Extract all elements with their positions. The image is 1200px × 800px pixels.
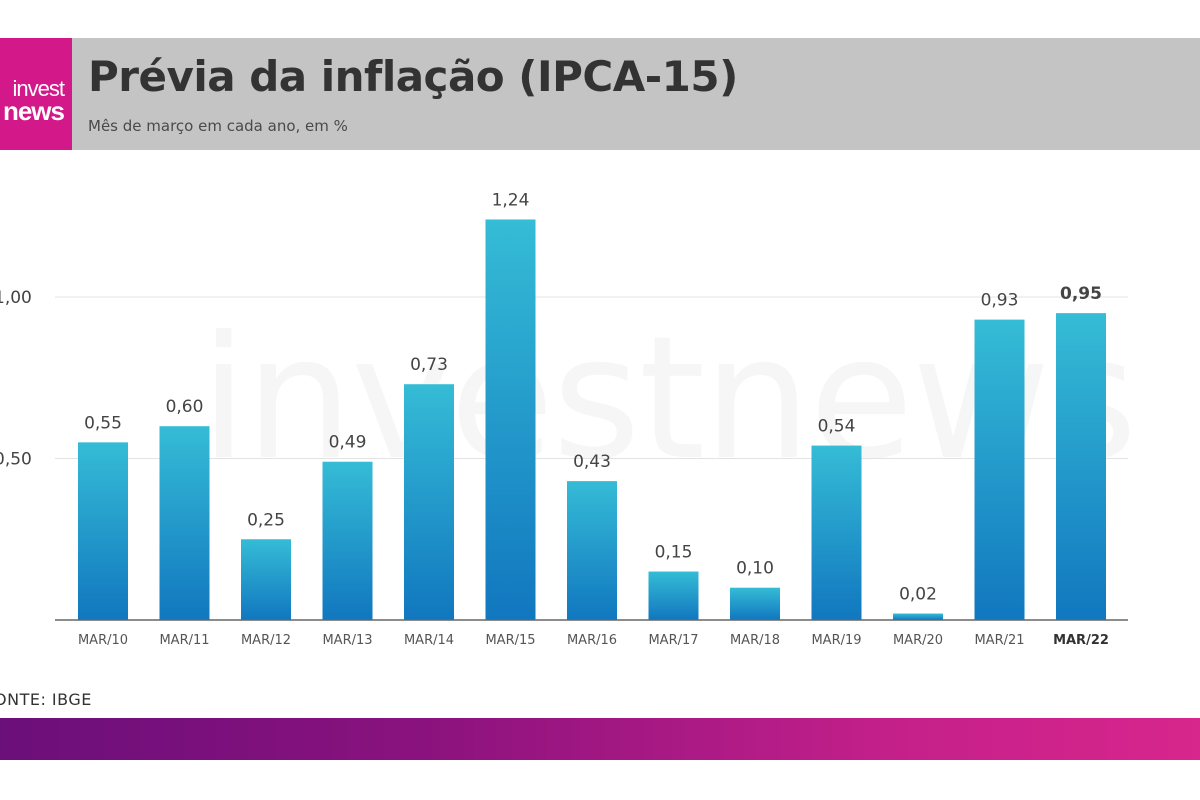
value-label: 0,02: [899, 585, 937, 605]
bar: [485, 219, 536, 621]
x-tick-label: MAR/12: [241, 633, 291, 648]
bar: [159, 426, 210, 620]
value-label: 0,55: [84, 413, 122, 433]
bar: [322, 461, 373, 620]
x-tick-label: MAR/15: [485, 633, 535, 648]
chart-title: Prévia da inflação (IPCA-15): [88, 52, 738, 101]
x-tick-label: MAR/16: [567, 633, 617, 648]
source-note: ONTE: IBGE: [0, 690, 92, 709]
y-tick-label: 0,50: [0, 450, 32, 470]
value-label: 0,15: [655, 543, 693, 563]
x-tick-label: MAR/10: [78, 633, 128, 648]
bar: [811, 445, 862, 620]
value-label: 0,25: [247, 510, 285, 530]
bar: [78, 442, 128, 620]
bar: [893, 613, 943, 620]
x-tick-label: MAR/19: [811, 633, 861, 648]
x-tick-label: MAR/18: [730, 633, 780, 648]
value-label: 0,60: [166, 397, 204, 417]
value-label: 0,49: [329, 433, 367, 453]
bar: [1056, 313, 1106, 620]
chart-subtitle: Mês de março em cada ano, em %: [88, 117, 348, 135]
x-tick-label: MAR/22: [1053, 633, 1109, 648]
x-tick-label: MAR/11: [159, 633, 209, 648]
footer-gradient-bar: [0, 718, 1200, 760]
y-tick-label: 1,00: [0, 288, 32, 308]
bar: [730, 587, 780, 620]
x-tick-label: MAR/17: [648, 633, 698, 648]
x-tick-label: MAR/13: [322, 633, 372, 648]
value-label: 1,24: [492, 190, 530, 210]
bar: [404, 384, 454, 620]
logo-text-bottom: news: [2, 96, 65, 126]
value-label: 0,10: [736, 559, 774, 579]
bar: [241, 539, 291, 620]
brand-logo: invest news: [0, 38, 72, 150]
logo-text-top: invest: [12, 76, 65, 101]
header-band: [0, 38, 1200, 150]
value-label: 0,43: [573, 452, 611, 472]
bar: [974, 319, 1025, 620]
bar: [567, 481, 617, 620]
x-tick-label: MAR/21: [974, 633, 1024, 648]
value-label: 0,54: [818, 417, 856, 437]
bar: [648, 571, 699, 620]
x-tick-label: MAR/20: [893, 633, 943, 648]
bar-chart: 0,50 1,00 0,55 0,60 0,25 0,49 0,73 1,24 0,43 0,1…: [0, 190, 1128, 648]
value-label: 0,95: [1060, 284, 1102, 304]
value-label: 0,93: [981, 291, 1019, 311]
x-tick-label: MAR/14: [404, 633, 454, 648]
value-label: 0,73: [410, 355, 448, 375]
